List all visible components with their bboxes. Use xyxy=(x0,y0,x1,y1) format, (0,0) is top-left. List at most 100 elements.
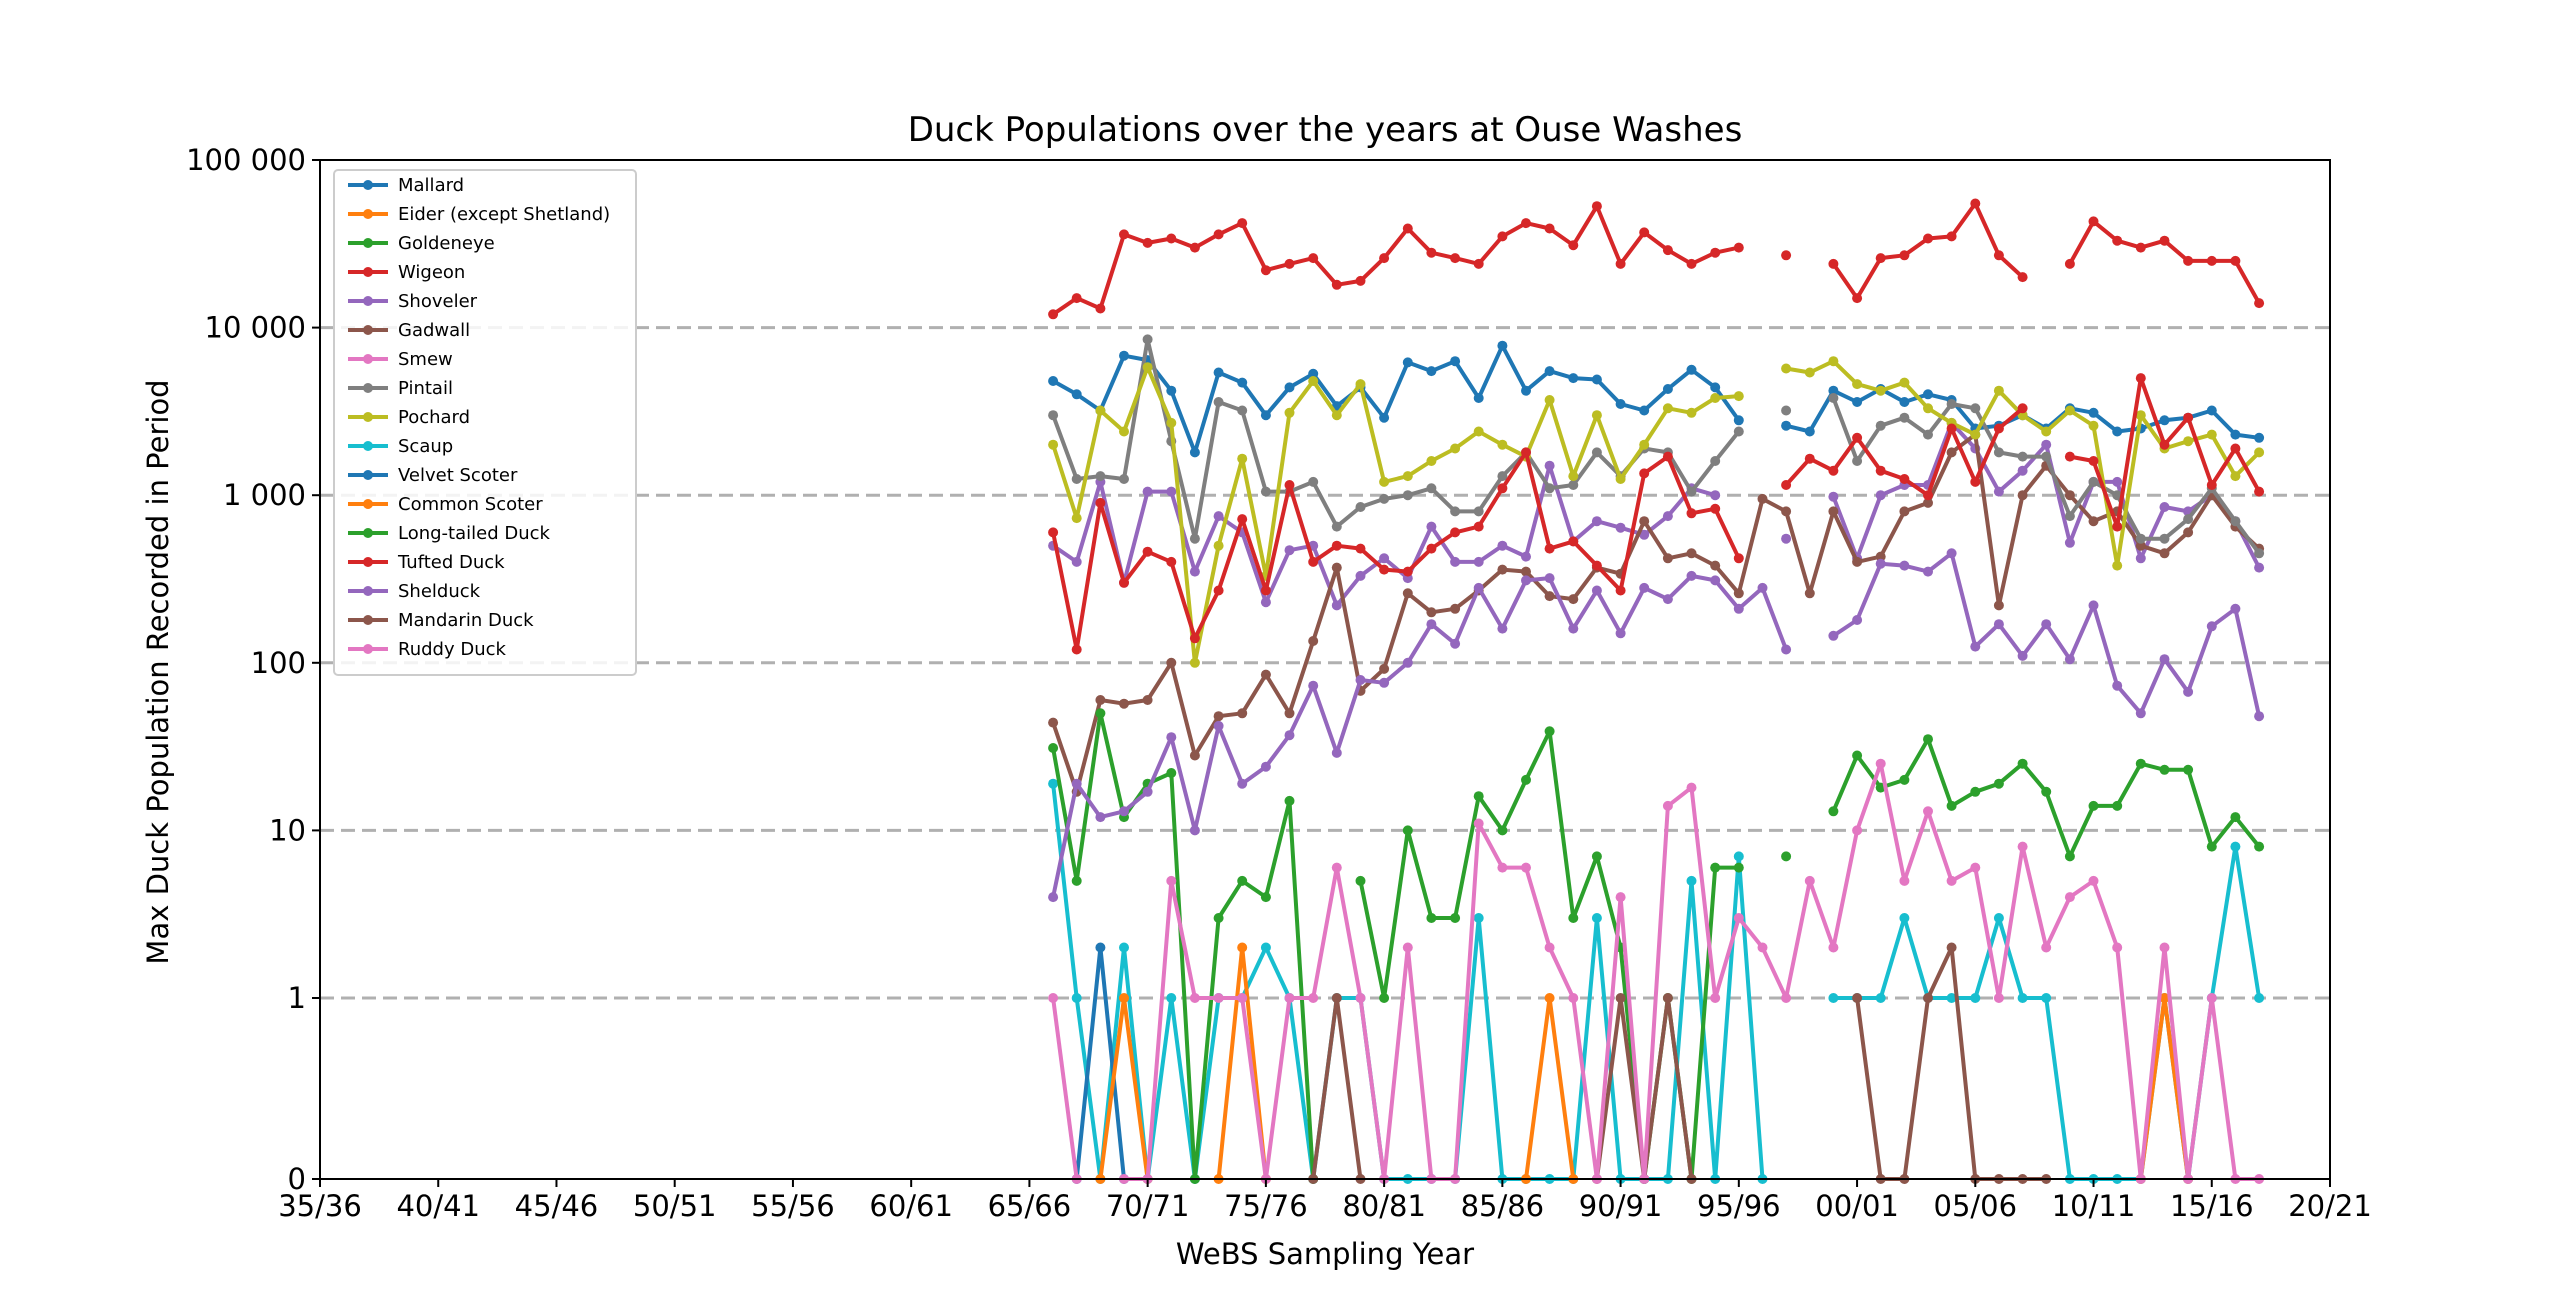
legend-marker xyxy=(363,615,373,625)
data-point xyxy=(2088,516,2099,527)
data-point xyxy=(1426,366,1437,377)
data-point xyxy=(1095,497,1106,508)
data-point xyxy=(1213,397,1224,407)
data-point xyxy=(2017,403,2028,414)
data-point xyxy=(1450,506,1461,517)
legend-marker xyxy=(363,412,373,422)
data-point xyxy=(2064,851,2075,862)
data-point xyxy=(2041,942,2052,953)
y-tick-label: 10 000 xyxy=(205,311,306,345)
data-point xyxy=(1521,862,1531,873)
data-point xyxy=(1710,490,1721,501)
data-point xyxy=(1923,403,1933,414)
data-point xyxy=(1308,556,1319,567)
data-point xyxy=(1521,575,1531,586)
data-point xyxy=(1828,356,1839,367)
data-point xyxy=(1237,218,1248,229)
data-point xyxy=(1544,543,1555,554)
data-point xyxy=(1591,913,1602,923)
data-point xyxy=(1733,862,1744,873)
data-point xyxy=(1993,778,2004,789)
data-point xyxy=(1426,607,1437,618)
legend-marker xyxy=(363,528,373,538)
x-tick-label: 95/96 xyxy=(1697,1189,1781,1223)
y-tick-label: 1 000 xyxy=(223,478,306,512)
data-point xyxy=(2112,426,2123,437)
legend-label: Common Scoter xyxy=(398,494,543,515)
data-point xyxy=(1095,471,1106,482)
data-point xyxy=(1970,403,1981,414)
data-point xyxy=(1426,619,1437,630)
data-point xyxy=(1970,429,1981,440)
data-point xyxy=(1331,600,1342,611)
data-point xyxy=(1615,892,1626,903)
data-point xyxy=(1662,511,1673,522)
data-point xyxy=(2206,405,2217,416)
data-point xyxy=(2159,439,2170,450)
legend-box xyxy=(333,169,637,676)
data-point xyxy=(2254,562,2265,573)
data-point xyxy=(1095,405,1106,416)
data-point xyxy=(2041,786,2052,797)
series-line xyxy=(1051,432,2261,794)
data-point xyxy=(2159,548,2170,559)
legend-label: Tufted Duck xyxy=(397,552,505,573)
data-point xyxy=(2230,603,2241,614)
data-point xyxy=(2112,560,2123,571)
legend-marker xyxy=(363,644,373,654)
data-point xyxy=(1923,389,1933,400)
data-point xyxy=(1048,892,1059,903)
legend-item: Long-tailed Duck xyxy=(348,523,551,544)
x-tick-label: 55/56 xyxy=(751,1189,835,1223)
data-point xyxy=(1733,553,1744,564)
data-point xyxy=(1379,564,1390,575)
data-point xyxy=(1237,942,1248,953)
data-point xyxy=(1946,423,1957,434)
data-point xyxy=(1686,364,1697,375)
data-point xyxy=(1615,522,1626,533)
data-point xyxy=(1095,303,1106,314)
data-point xyxy=(1213,540,1224,551)
data-point xyxy=(1071,389,1082,400)
legend-item: Mallard xyxy=(348,175,464,196)
data-point xyxy=(1710,862,1721,873)
data-point xyxy=(1710,575,1721,586)
data-point xyxy=(1189,633,1200,644)
data-point xyxy=(1473,582,1484,593)
data-point xyxy=(1710,393,1721,403)
data-point xyxy=(1733,391,1744,402)
data-point xyxy=(1213,993,1224,1003)
data-point xyxy=(1828,393,1839,403)
legend-item: Velvet Scoter xyxy=(348,465,518,486)
data-point xyxy=(1993,423,2004,434)
data-point xyxy=(1710,456,1721,466)
data-point xyxy=(1899,560,1910,571)
legend-label: Velvet Scoter xyxy=(398,465,518,486)
data-point xyxy=(2159,533,2170,544)
y-tick-label: 10 xyxy=(269,813,306,847)
data-point xyxy=(1662,245,1673,256)
data-point xyxy=(2206,429,2217,440)
data-point xyxy=(1899,875,1910,886)
data-point xyxy=(1733,415,1744,426)
data-point xyxy=(1260,410,1271,421)
data-point xyxy=(1260,486,1271,497)
data-point xyxy=(1781,480,1792,490)
data-point xyxy=(1331,862,1342,873)
legend-label: Scaup xyxy=(398,436,453,457)
data-point xyxy=(1662,800,1673,811)
data-point xyxy=(1142,362,1153,373)
legend-label: Gadwall xyxy=(398,320,470,341)
data-point xyxy=(2135,373,2146,384)
data-point xyxy=(1260,265,1271,276)
data-point xyxy=(1875,490,1886,501)
data-point xyxy=(1308,680,1319,691)
data-point xyxy=(1852,379,1863,390)
data-point xyxy=(2017,490,2028,501)
data-point xyxy=(1166,417,1177,428)
data-point xyxy=(1426,543,1437,554)
data-point xyxy=(1544,366,1555,377)
data-point xyxy=(1119,350,1129,361)
data-point xyxy=(1119,942,1129,953)
